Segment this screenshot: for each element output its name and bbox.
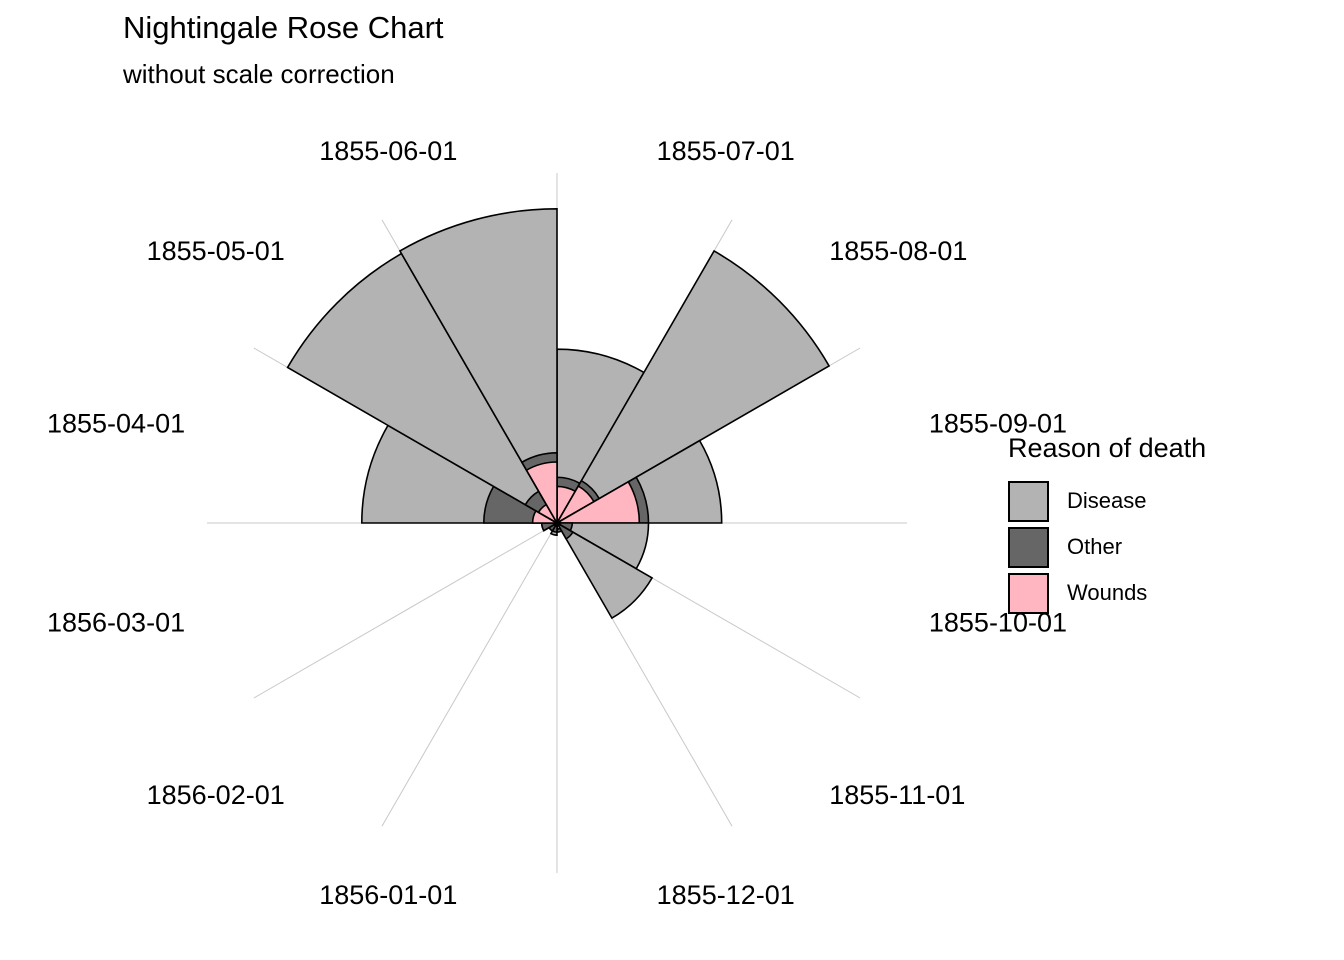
category-label: 1855-12-01 — [657, 880, 795, 910]
legend-item-wounds: Wounds — [1008, 570, 1206, 616]
legend-item-other: Other — [1008, 524, 1206, 570]
legend-label-disease: Disease — [1067, 488, 1147, 513]
legend-swatch-other — [1008, 526, 1049, 568]
wedge-disease — [286, 252, 560, 526]
category-label: 1855-08-01 — [829, 236, 967, 266]
wedge-disease — [398, 208, 558, 526]
legend-label-wounds: Wounds — [1067, 580, 1148, 605]
wedge-disease — [554, 520, 654, 620]
wedge-other — [554, 520, 574, 540]
wedge-layer — [286, 208, 831, 620]
category-label: 1855-09-01 — [929, 408, 1067, 438]
grid-line — [253, 522, 558, 699]
category-label: 1855-06-01 — [319, 136, 457, 166]
category-label: 1856-02-01 — [147, 780, 285, 810]
category-label: 1855-05-01 — [147, 236, 285, 266]
wedge-disease — [554, 249, 831, 526]
legend-title: Reason of death — [1008, 433, 1207, 463]
legend-item-disease: Disease — [1008, 478, 1206, 524]
grid-line — [381, 522, 558, 827]
category-label: 1855-07-01 — [657, 136, 795, 166]
legend-swatch-disease — [1008, 480, 1049, 522]
legend-label-other: Other — [1067, 534, 1123, 559]
category-label: 1855-04-01 — [47, 408, 185, 438]
legend-swatch-wounds — [1008, 572, 1049, 614]
category-label: 1855-11-01 — [829, 780, 965, 810]
legend: Reason of death Disease Other Wounds — [1008, 433, 1206, 616]
wedge-disease — [556, 348, 646, 526]
chart-subtitle: without scale correction — [123, 59, 395, 89]
wedge-wounds — [525, 461, 558, 526]
category-label: 1856-03-01 — [47, 608, 185, 638]
label-layer: 1855-07-011855-08-011855-09-011855-10-01… — [47, 136, 1067, 910]
category-label: 1856-01-01 — [319, 880, 457, 910]
chart-title: Nightingale Rose Chart — [123, 10, 444, 45]
